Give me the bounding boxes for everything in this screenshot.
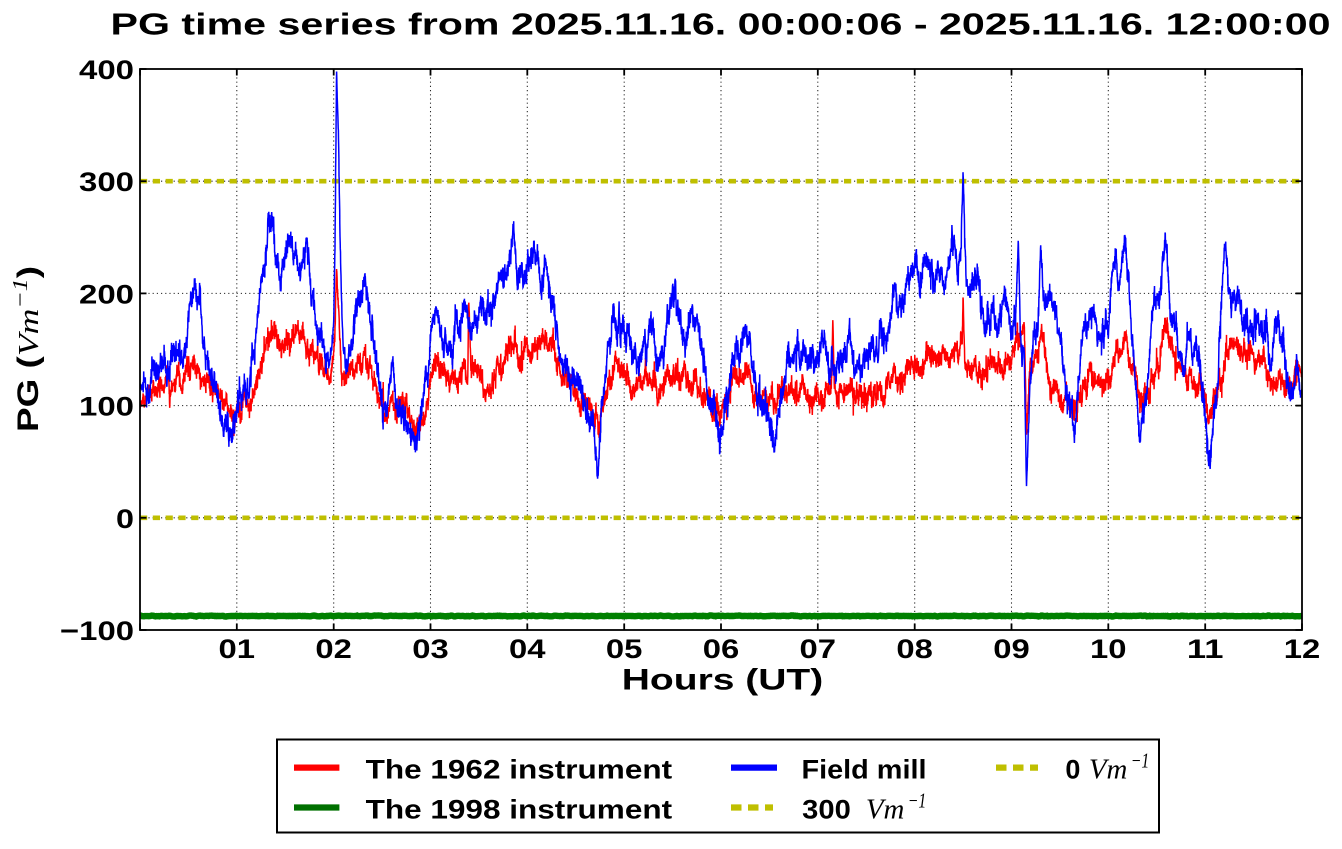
svg-text:05: 05 <box>606 634 643 664</box>
svg-text:12: 12 <box>1284 634 1321 664</box>
svg-text:08: 08 <box>896 634 933 664</box>
svg-text:04: 04 <box>509 634 546 664</box>
svg-text:−100: −100 <box>60 616 134 646</box>
svg-text:07: 07 <box>800 634 837 664</box>
svg-text:The 1998 instrument: The 1998 instrument <box>366 794 673 824</box>
svg-text:06: 06 <box>703 634 740 664</box>
svg-text:0: 0 <box>116 504 134 534</box>
svg-text:−1: −1 <box>908 788 927 812</box>
svg-text:−1: −1 <box>1131 749 1150 773</box>
svg-text:02: 02 <box>315 634 352 664</box>
svg-text:11: 11 <box>1187 634 1224 664</box>
svg-text:PG time series from 2025.11.16: PG time series from 2025.11.16. 00:00:06… <box>111 7 1331 42</box>
svg-text:Hours (UT): Hours (UT) <box>622 664 824 697</box>
svg-text:Field mill: Field mill <box>802 755 927 785</box>
svg-text:01: 01 <box>219 634 256 664</box>
svg-text:Vm: Vm <box>866 793 905 825</box>
svg-text:300: 300 <box>802 794 851 824</box>
svg-text:300: 300 <box>79 167 134 197</box>
svg-text:09: 09 <box>993 634 1030 664</box>
svg-text:10: 10 <box>1090 634 1127 664</box>
svg-text:03: 03 <box>412 634 449 664</box>
svg-text:100: 100 <box>79 392 134 422</box>
svg-text:0: 0 <box>1065 755 1080 785</box>
svg-text:400: 400 <box>79 55 134 85</box>
svg-text:The 1962 instrument: The 1962 instrument <box>366 755 673 785</box>
svg-text:200: 200 <box>79 279 134 309</box>
svg-text:Vm: Vm <box>1089 754 1128 786</box>
